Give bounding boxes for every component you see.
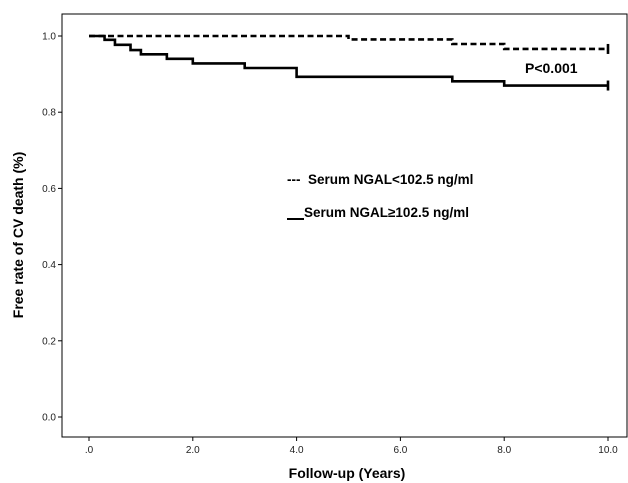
series-line-ngal-low bbox=[89, 34, 608, 51]
x-axis-title: Follow-up (Years) bbox=[289, 465, 406, 481]
legend: --- Serum NGAL<102.5 ng/ml Serum NGAL≥10… bbox=[287, 172, 473, 220]
series-line-ngal-high bbox=[89, 34, 608, 87]
axes bbox=[58, 13, 628, 441]
y-tick-label: 0.2 bbox=[42, 336, 56, 347]
y-tick-label: 0.0 bbox=[42, 413, 56, 424]
x-tick-label: 6.0 bbox=[393, 445, 407, 456]
x-tick-label: 10.0 bbox=[598, 445, 618, 456]
legend-dashed-label: Serum NGAL<102.5 ng/ml bbox=[308, 172, 473, 187]
survival-curves bbox=[89, 34, 610, 91]
p-value-label: P<0.001 bbox=[525, 60, 578, 76]
y-tick-label: 0.6 bbox=[42, 184, 56, 195]
plot-frame bbox=[61, 13, 628, 438]
y-tick-label: 1.0 bbox=[42, 32, 56, 43]
y-tick-label: 0.8 bbox=[42, 108, 56, 119]
x-tick-label: 8.0 bbox=[497, 445, 511, 456]
legend-solid-label: Serum NGAL≥102.5 ng/ml bbox=[304, 205, 469, 220]
x-tick-label: 2.0 bbox=[186, 445, 200, 456]
y-tick-labels: 0.0 0.2 0.4 0.6 0.8 1.0 bbox=[42, 32, 56, 424]
x-tick-labels: .0 2.0 4.0 6.0 8.0 10.0 bbox=[85, 445, 618, 456]
y-tick-label: 0.4 bbox=[42, 260, 56, 271]
x-tick-label: 4.0 bbox=[290, 445, 304, 456]
x-tick-label: .0 bbox=[85, 445, 94, 456]
legend-dashed-prefix: --- bbox=[287, 172, 301, 187]
y-axis-title: Free rate of CV death (%) bbox=[10, 152, 26, 318]
